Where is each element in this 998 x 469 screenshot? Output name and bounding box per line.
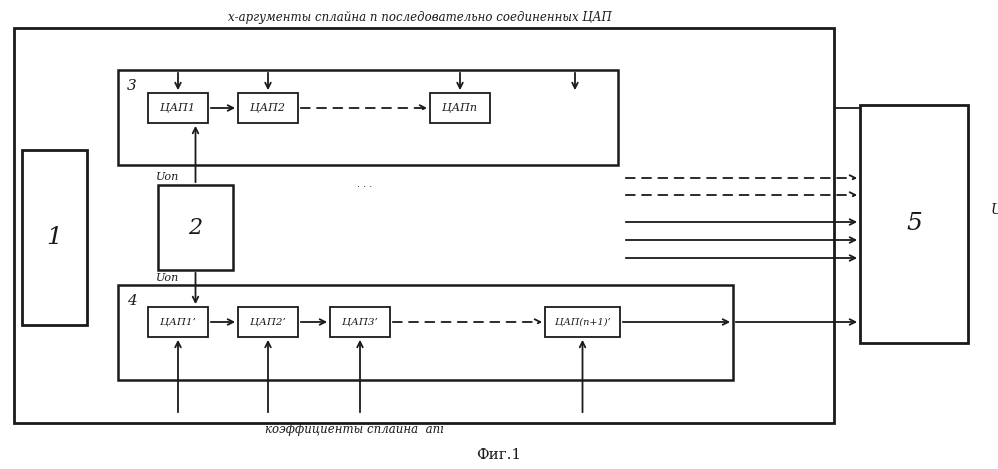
Text: ЦАП2’: ЦАП2’: [250, 318, 285, 326]
Text: ЦАПn: ЦАПn: [442, 103, 477, 113]
Text: х-аргументы сплайна n последовательно соединенных ЦАП: х-аргументы сплайна n последовательно со…: [229, 12, 612, 24]
Bar: [118, 285, 733, 380]
Bar: [148, 93, 208, 123]
Text: ЦАП1: ЦАП1: [161, 103, 196, 113]
Text: · · ·: · · ·: [357, 182, 372, 191]
Text: ЦАП(n+1)’: ЦАП(n+1)’: [555, 318, 611, 326]
Text: Фиг.1: Фиг.1: [476, 448, 522, 462]
Bar: [545, 307, 620, 337]
Bar: [860, 105, 968, 343]
Bar: [14, 28, 834, 423]
Bar: [148, 307, 208, 337]
Text: ЦАП2: ЦАП2: [250, 103, 285, 113]
Text: 3: 3: [127, 79, 137, 93]
Bar: [238, 307, 298, 337]
Bar: [22, 150, 87, 325]
Text: Uвых: Uвых: [990, 203, 998, 217]
Text: Uon: Uon: [156, 172, 180, 182]
Text: 1: 1: [47, 226, 63, 249]
Bar: [158, 185, 233, 270]
Text: 4: 4: [127, 294, 137, 308]
Bar: [238, 93, 298, 123]
Text: 5: 5: [906, 212, 922, 235]
Text: 2: 2: [189, 217, 203, 239]
Text: ЦАП1’: ЦАП1’: [160, 318, 196, 326]
Bar: [118, 70, 618, 165]
Text: Uon: Uon: [156, 273, 180, 283]
Bar: [330, 307, 390, 337]
Text: коэффициенты сплайна  аni: коэффициенты сплайна аni: [265, 424, 444, 437]
Text: ЦАП3’: ЦАП3’: [342, 318, 378, 326]
Bar: [430, 93, 490, 123]
